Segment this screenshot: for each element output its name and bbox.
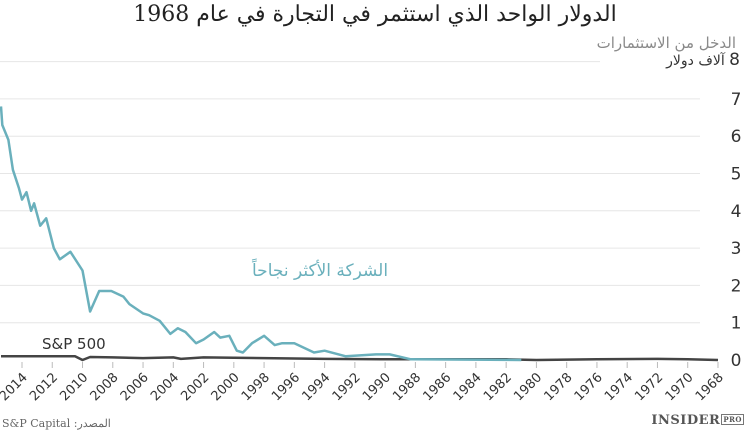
x-tick-label: 1986: [420, 370, 454, 404]
x-tick-label: 1970: [663, 370, 697, 404]
x-tick-label: 2000: [209, 370, 243, 404]
y-tick-label: 0: [731, 351, 742, 371]
y-axis-unit-label: آلاف دولار: [666, 53, 725, 69]
x-tick-label: 1996: [269, 370, 303, 404]
y-axis-unit: 8 آلاف دولار: [666, 50, 740, 70]
y-axis-title: الدخل من الاستثمارات: [596, 34, 736, 52]
x-tick-label: 1988: [390, 370, 424, 404]
top-company-label: الشركة الأكثر نجاحاً: [251, 257, 388, 281]
y-tick-label: 2: [731, 276, 742, 296]
x-axis: 2014201220102008200620042002200019981996…: [0, 362, 727, 404]
sp500-label: S&P 500: [42, 335, 106, 353]
x-tick-label: 1990: [360, 370, 394, 404]
y-tick-label: 4: [731, 202, 742, 222]
x-tick-label: 1992: [330, 370, 364, 404]
x-tick-label: 2010: [57, 370, 91, 404]
source-note: S&P Capital :المصدر: [2, 417, 111, 430]
x-tick-label: 1982: [481, 370, 515, 404]
y-tick-label: 3: [731, 239, 742, 259]
x-tick-label: 2014: [0, 370, 31, 404]
y-tick-label: 5: [731, 165, 742, 185]
brand-logo: INSIDER PRO: [651, 413, 744, 428]
sp500-line: [1, 355, 719, 362]
x-tick-label: 1974: [602, 370, 636, 404]
brand-name: INSIDER: [651, 413, 721, 428]
y-tick-label: 6: [731, 127, 742, 147]
top-company-line: [0, 106, 522, 362]
x-tick-label: 1984: [451, 370, 485, 404]
x-tick-label: 1972: [632, 370, 666, 404]
x-tick-label: 1980: [511, 370, 545, 404]
gridlines: [0, 61, 700, 324]
x-tick-label: 1998: [239, 370, 273, 404]
brand-badge: PRO: [721, 414, 744, 425]
x-tick-label: 2008: [88, 370, 122, 404]
x-tick-label: 2004: [148, 370, 182, 404]
y-axis-top-tick: 8: [729, 50, 740, 70]
x-tick-label: 2006: [118, 370, 152, 404]
x-tick-label: 1978: [542, 370, 576, 404]
chart-title: الدولار الواحد الذي استثمر في التجارة في…: [133, 2, 617, 27]
x-tick-label: 1976: [572, 370, 606, 404]
x-tick-label: 1994: [299, 370, 333, 404]
x-tick-label: 2012: [27, 370, 61, 404]
y-tick-label: 1: [731, 314, 742, 334]
y-tick-label: 7: [731, 90, 742, 110]
y-axis-ticks: 0 1 2 3 4 5 6 7: [731, 90, 742, 371]
x-tick-label: 2002: [178, 370, 212, 404]
x-tick-label: 1968: [693, 370, 727, 404]
